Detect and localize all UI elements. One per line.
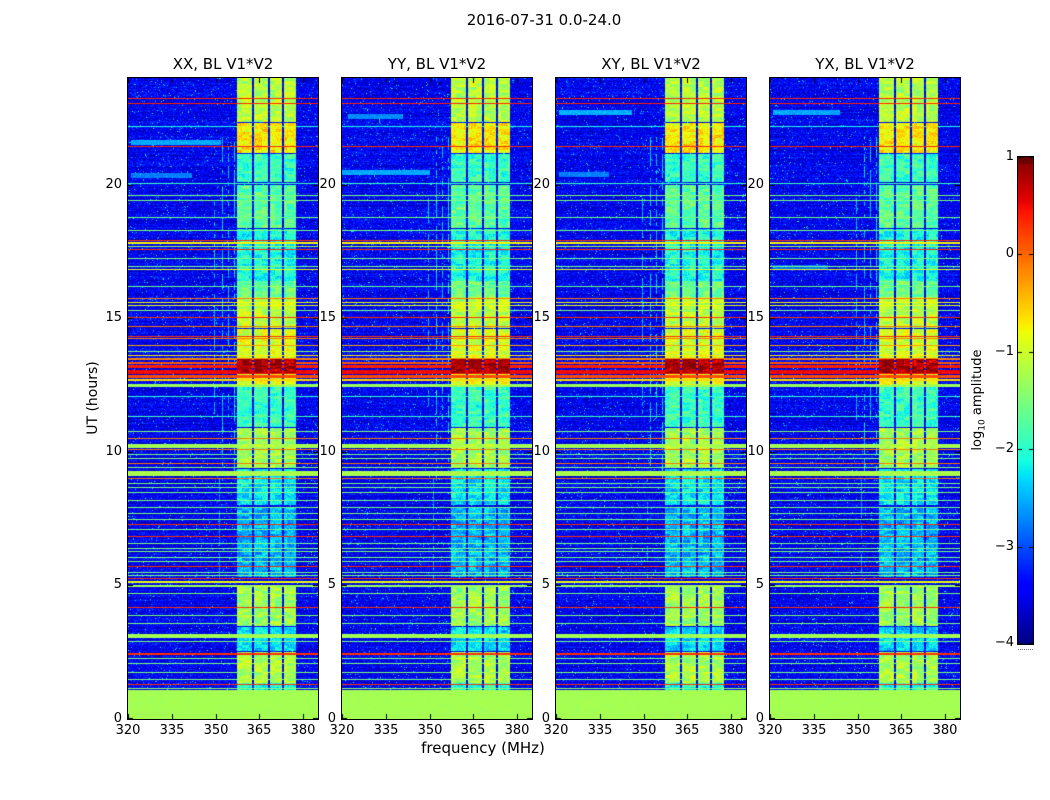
y-tick-label: 15 bbox=[533, 310, 550, 325]
x-tick-label: 365 bbox=[674, 723, 700, 738]
y-tick-label: 0 bbox=[113, 711, 122, 726]
x-axis-label: frequency (MHz) bbox=[421, 739, 545, 757]
x-tick-label: 335 bbox=[587, 723, 613, 738]
y-tick-label: 20 bbox=[319, 177, 336, 192]
colorbar-tick-label: −3 bbox=[994, 539, 1014, 554]
y-tick-label: 0 bbox=[327, 711, 336, 726]
x-tick-label: 320 bbox=[115, 723, 141, 738]
spectrogram-canvas-yy bbox=[341, 77, 533, 720]
y-tick-label: 10 bbox=[747, 444, 764, 459]
panel-title-xy: XY, BL V1*V2 bbox=[601, 55, 701, 73]
y-tick-label: 20 bbox=[747, 177, 764, 192]
x-tick-label: 350 bbox=[631, 723, 657, 738]
panel-title-xx: XX, BL V1*V2 bbox=[172, 55, 274, 73]
y-tick-label: 10 bbox=[533, 444, 550, 459]
colorbar-minor-dots bbox=[1018, 649, 1033, 650]
x-tick-label: 335 bbox=[801, 723, 827, 738]
y-tick-label: 5 bbox=[327, 577, 336, 592]
x-tick-label: 320 bbox=[757, 723, 783, 738]
x-tick-label: 380 bbox=[290, 723, 316, 738]
colorbar-tick-label: 1 bbox=[1005, 149, 1014, 164]
spectrogram-canvas-xy bbox=[555, 77, 747, 720]
spectrogram-panel-yy: YY, BL V1*V2 320 335 350 365 380 0 5 10 15 20 bbox=[319, 55, 533, 738]
y-tick-label: 20 bbox=[105, 177, 122, 192]
x-tick-label: 320 bbox=[329, 723, 355, 738]
x-tick-label: 350 bbox=[203, 723, 229, 738]
colorbar-gradient bbox=[1017, 156, 1034, 645]
colorbar-tick-label: 0 bbox=[1005, 246, 1014, 261]
y-tick-label: 10 bbox=[319, 444, 336, 459]
figure-title: 2016-07-31 0.0-24.0 bbox=[466, 11, 622, 29]
y-tick-label: 0 bbox=[755, 711, 764, 726]
panel-title-yx: YX, BL V1*V2 bbox=[815, 55, 915, 73]
colorbar: log10 amplitude 1 0 −1 −2 −3 −4 bbox=[970, 149, 1034, 650]
spectrogram-panel-yx: YX, BL V1*V2 320 335 350 365 380 0 5 10 15 20 bbox=[747, 55, 961, 738]
y-tick-label: 15 bbox=[319, 310, 336, 325]
x-tick-label: 380 bbox=[504, 723, 530, 738]
x-tick-label: 380 bbox=[932, 723, 958, 738]
y-tick-label: 20 bbox=[533, 177, 550, 192]
y-tick-label: 15 bbox=[747, 310, 764, 325]
y-tick-label: 10 bbox=[105, 444, 122, 459]
y-tick-label: 5 bbox=[113, 577, 122, 592]
x-tick-label: 350 bbox=[417, 723, 443, 738]
x-tick-label: 350 bbox=[845, 723, 871, 738]
x-tick-label: 380 bbox=[718, 723, 744, 738]
y-tick-label: 5 bbox=[541, 577, 550, 592]
x-tick-label: 365 bbox=[460, 723, 486, 738]
colorbar-tick-label: −2 bbox=[994, 441, 1014, 456]
x-tick-label: 335 bbox=[159, 723, 185, 738]
x-tick-label: 320 bbox=[543, 723, 569, 738]
panel-title-yy: YY, BL V1*V2 bbox=[387, 55, 487, 73]
y-tick-label: 5 bbox=[755, 577, 764, 592]
colorbar-tick-label: −1 bbox=[994, 344, 1014, 359]
colorbar-tick-label: −4 bbox=[994, 635, 1014, 650]
x-tick-label: 365 bbox=[246, 723, 272, 738]
y-tick-label: 0 bbox=[541, 711, 550, 726]
x-tick-label: 365 bbox=[888, 723, 914, 738]
spectrogram-panel-xx: XX, BL V1*V2 320 335 350 365 380 0 5 10 15 20 bbox=[105, 55, 319, 738]
spectrogram-canvas-yx bbox=[769, 77, 961, 720]
y-tick-label: 15 bbox=[105, 310, 122, 325]
spectrogram-panel-xy: XY, BL V1*V2 320 335 350 365 380 0 5 10 15 20 bbox=[533, 55, 747, 738]
x-tick-label: 335 bbox=[373, 723, 399, 738]
y-axis-label: UT (hours) bbox=[85, 361, 101, 435]
spectrogram-canvas-xx bbox=[127, 77, 319, 720]
